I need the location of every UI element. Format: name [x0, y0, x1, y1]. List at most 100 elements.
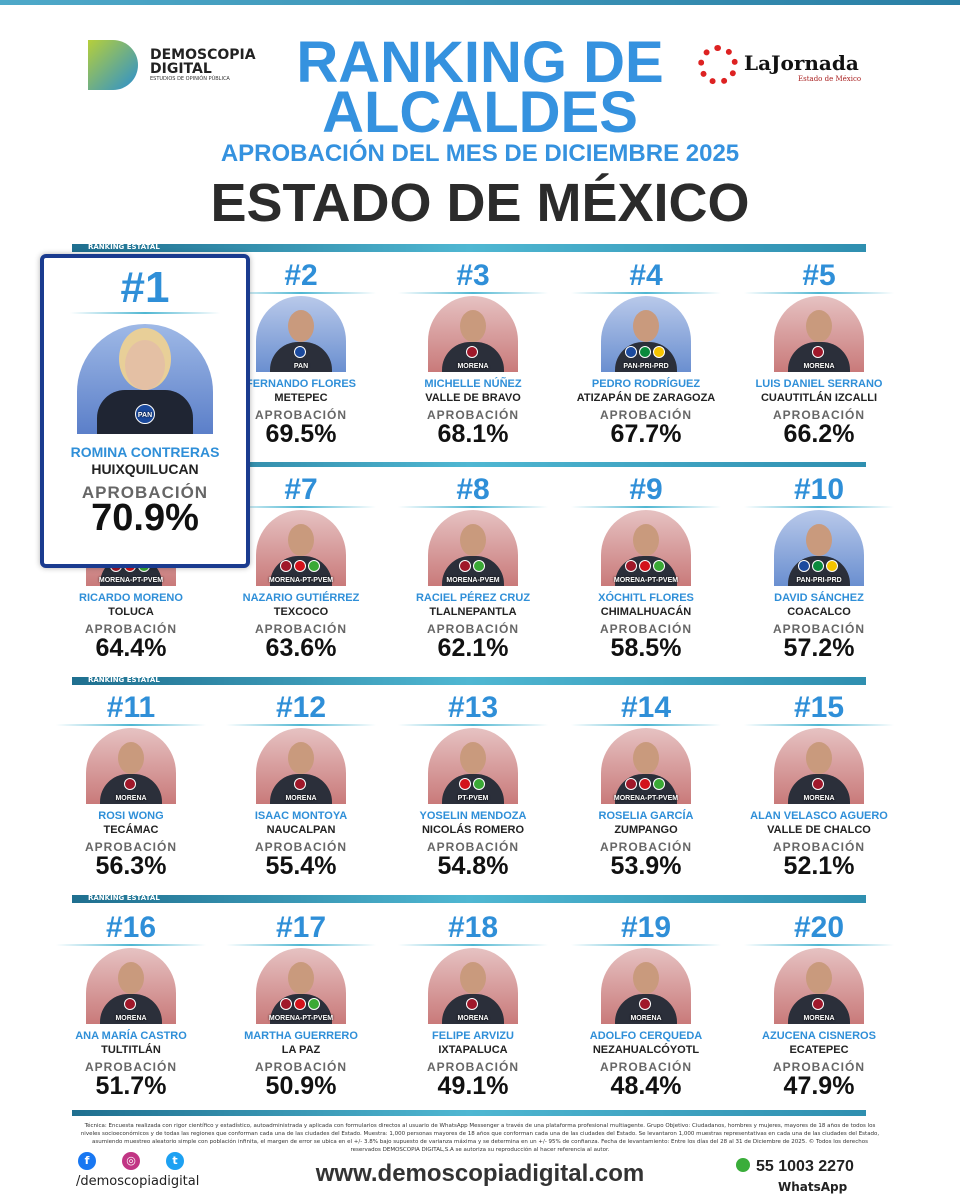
- party-badge-prd: [826, 560, 838, 572]
- instagram-icon[interactable]: ◎: [122, 1152, 140, 1170]
- approval-value: 49.1%: [437, 1072, 509, 1100]
- rank-label: #19: [620, 911, 672, 944]
- mayor-name: YOSELIN MENDOZA: [419, 810, 527, 822]
- party-badge-prd: [653, 346, 665, 358]
- mayor-city: VALLE DE CHALCO: [767, 824, 871, 836]
- mayor-name: RICARDO MORENO: [79, 592, 183, 604]
- rank-label: #16: [105, 911, 157, 944]
- mayor-name: XÓCHITL FLORES: [598, 592, 694, 604]
- approval-label: APROBACIÓN: [254, 1060, 347, 1074]
- mayor-photo: MORENA: [428, 948, 518, 1024]
- state-title: ESTADO DE MÉXICO: [210, 173, 750, 233]
- rank-label: #4: [629, 259, 663, 292]
- social-handle[interactable]: /demoscopiadigital: [76, 1174, 200, 1189]
- party-badge-pan: [294, 346, 306, 358]
- mayor-city: ZUMPANGO: [614, 824, 678, 836]
- party-label: MORENA: [803, 795, 835, 802]
- divider: [398, 292, 548, 294]
- approval-value: 52.1%: [783, 852, 855, 880]
- mayor-name: LUIS DANIEL SERRANO: [755, 378, 883, 390]
- party-badge-pan: [625, 346, 637, 358]
- party-badge-morena: [812, 998, 824, 1010]
- party-badge-morena: [466, 998, 478, 1010]
- party-badge-morena: [294, 778, 306, 790]
- approval-label: APROBACIÓN: [426, 622, 519, 636]
- divider: [571, 944, 721, 946]
- mayor-card: #15 MORENA ALAN VELASCO AGUERO VALLE DE …: [733, 692, 905, 879]
- rank-label: #14: [620, 691, 672, 724]
- facebook-icon[interactable]: f: [78, 1152, 96, 1170]
- mayor-name: RACIEL PÉREZ CRUZ: [415, 592, 531, 604]
- mayor-city: ATIZAPÁN DE ZARAGOZA: [576, 392, 716, 404]
- mayor-card: #9 MORENA-PT-PVEM XÓCHITL FLORES CHIMALH…: [560, 474, 732, 661]
- party-badge-morena: [280, 560, 292, 572]
- party-badge-pan: [798, 560, 810, 572]
- party-label: MORENA: [115, 1015, 147, 1022]
- divider: [398, 724, 548, 726]
- party-badge-morena: [459, 560, 471, 572]
- section-bar: RANKING ESTATAL: [72, 243, 866, 252]
- section-bar: [72, 462, 866, 467]
- divider: [744, 506, 894, 508]
- divider: [571, 506, 721, 508]
- divider: [56, 944, 206, 946]
- approval-label: APROBACIÓN: [599, 622, 692, 636]
- mayor-photo: MORENA-PT-PVEM: [601, 510, 691, 586]
- mayor-city: TULTITLÁN: [101, 1044, 161, 1056]
- approval-label: APROBACIÓN: [599, 1060, 692, 1074]
- party-badge-pt: [459, 778, 471, 790]
- party-badge-pt: [639, 560, 651, 572]
- party-label: PAN: [293, 363, 309, 370]
- mayor-city: ECATEPEC: [789, 1044, 849, 1056]
- party-badge-pri: [812, 560, 824, 572]
- rank-label: #9: [629, 473, 663, 506]
- mayor-city: CHIMALHUACÁN: [600, 606, 692, 618]
- approval-label: APROBACIÓN: [426, 1060, 519, 1074]
- divider: [226, 292, 376, 294]
- mayor-photo: MORENA-PT-PVEM: [601, 728, 691, 804]
- approval-label: APROBACIÓN: [599, 408, 692, 422]
- approval-label: APROBACIÓN: [84, 1060, 177, 1074]
- mayor-photo: MORENA: [256, 728, 346, 804]
- logo-text: DIGITAL: [150, 61, 212, 77]
- rank-label: #15: [793, 691, 845, 724]
- approval-value: 63.6%: [265, 634, 337, 662]
- section-bar: RANKING ESTATAL: [72, 676, 866, 685]
- party-badge-morena: [280, 998, 292, 1010]
- demoscopia-logo-mark: [88, 40, 138, 90]
- approval-value: 66.2%: [783, 420, 855, 448]
- divider: [70, 312, 220, 314]
- mayor-name: ADOLFO CERQUEDA: [589, 1030, 703, 1042]
- whatsapp-contact[interactable]: 55 1003 2270: [736, 1158, 854, 1176]
- twitter-icon[interactable]: t: [166, 1152, 184, 1170]
- website-link[interactable]: www.demoscopiadigital.com: [315, 1160, 645, 1187]
- approval-value: 55.4%: [265, 852, 337, 880]
- approval-label: APROBACIÓN: [772, 840, 865, 854]
- party-label: MORENA-PT-PVEM: [98, 577, 164, 584]
- party-badge-pt: [294, 560, 306, 572]
- mayor-photo: PAN: [256, 296, 346, 372]
- mayor-photo: MORENA: [774, 728, 864, 804]
- party-badge-morena: [625, 560, 637, 572]
- party-badge-morena: [812, 778, 824, 790]
- party-badge-pvem: [653, 560, 665, 572]
- mayor-card: #18 MORENA FELIPE ARVIZU IXTAPALUCA APRO…: [387, 912, 559, 1099]
- mayor-city: NEZAHUALCÓYOTL: [592, 1044, 700, 1056]
- rank-label: #13: [447, 691, 499, 724]
- mayor-card: #2 PAN FERNANDO FLORES METEPEC APROBACIÓ…: [215, 260, 387, 447]
- party-badge-morena: [124, 998, 136, 1010]
- approval-value: 54.8%: [437, 852, 509, 880]
- mayor-name: AZUCENA CISNEROS: [762, 1030, 876, 1042]
- mayor-city: METEPEC: [274, 392, 328, 404]
- rank-label: #10: [793, 473, 845, 506]
- mayor-city: VALLE DE BRAVO: [425, 392, 521, 404]
- approval-label: APROBACIÓN: [426, 840, 519, 854]
- approval-label: APROBACIÓN: [426, 408, 519, 422]
- approval-value: 57.2%: [783, 634, 855, 662]
- rank-label: #18: [447, 911, 499, 944]
- party-label: MORENA-PT-PVEM: [268, 577, 334, 584]
- divider: [571, 292, 721, 294]
- mayor-name: MARTHA GUERRERO: [244, 1030, 358, 1042]
- logo-text: LaJornada: [744, 51, 859, 75]
- mayor-city: HUIXQUILUCAN: [91, 461, 199, 477]
